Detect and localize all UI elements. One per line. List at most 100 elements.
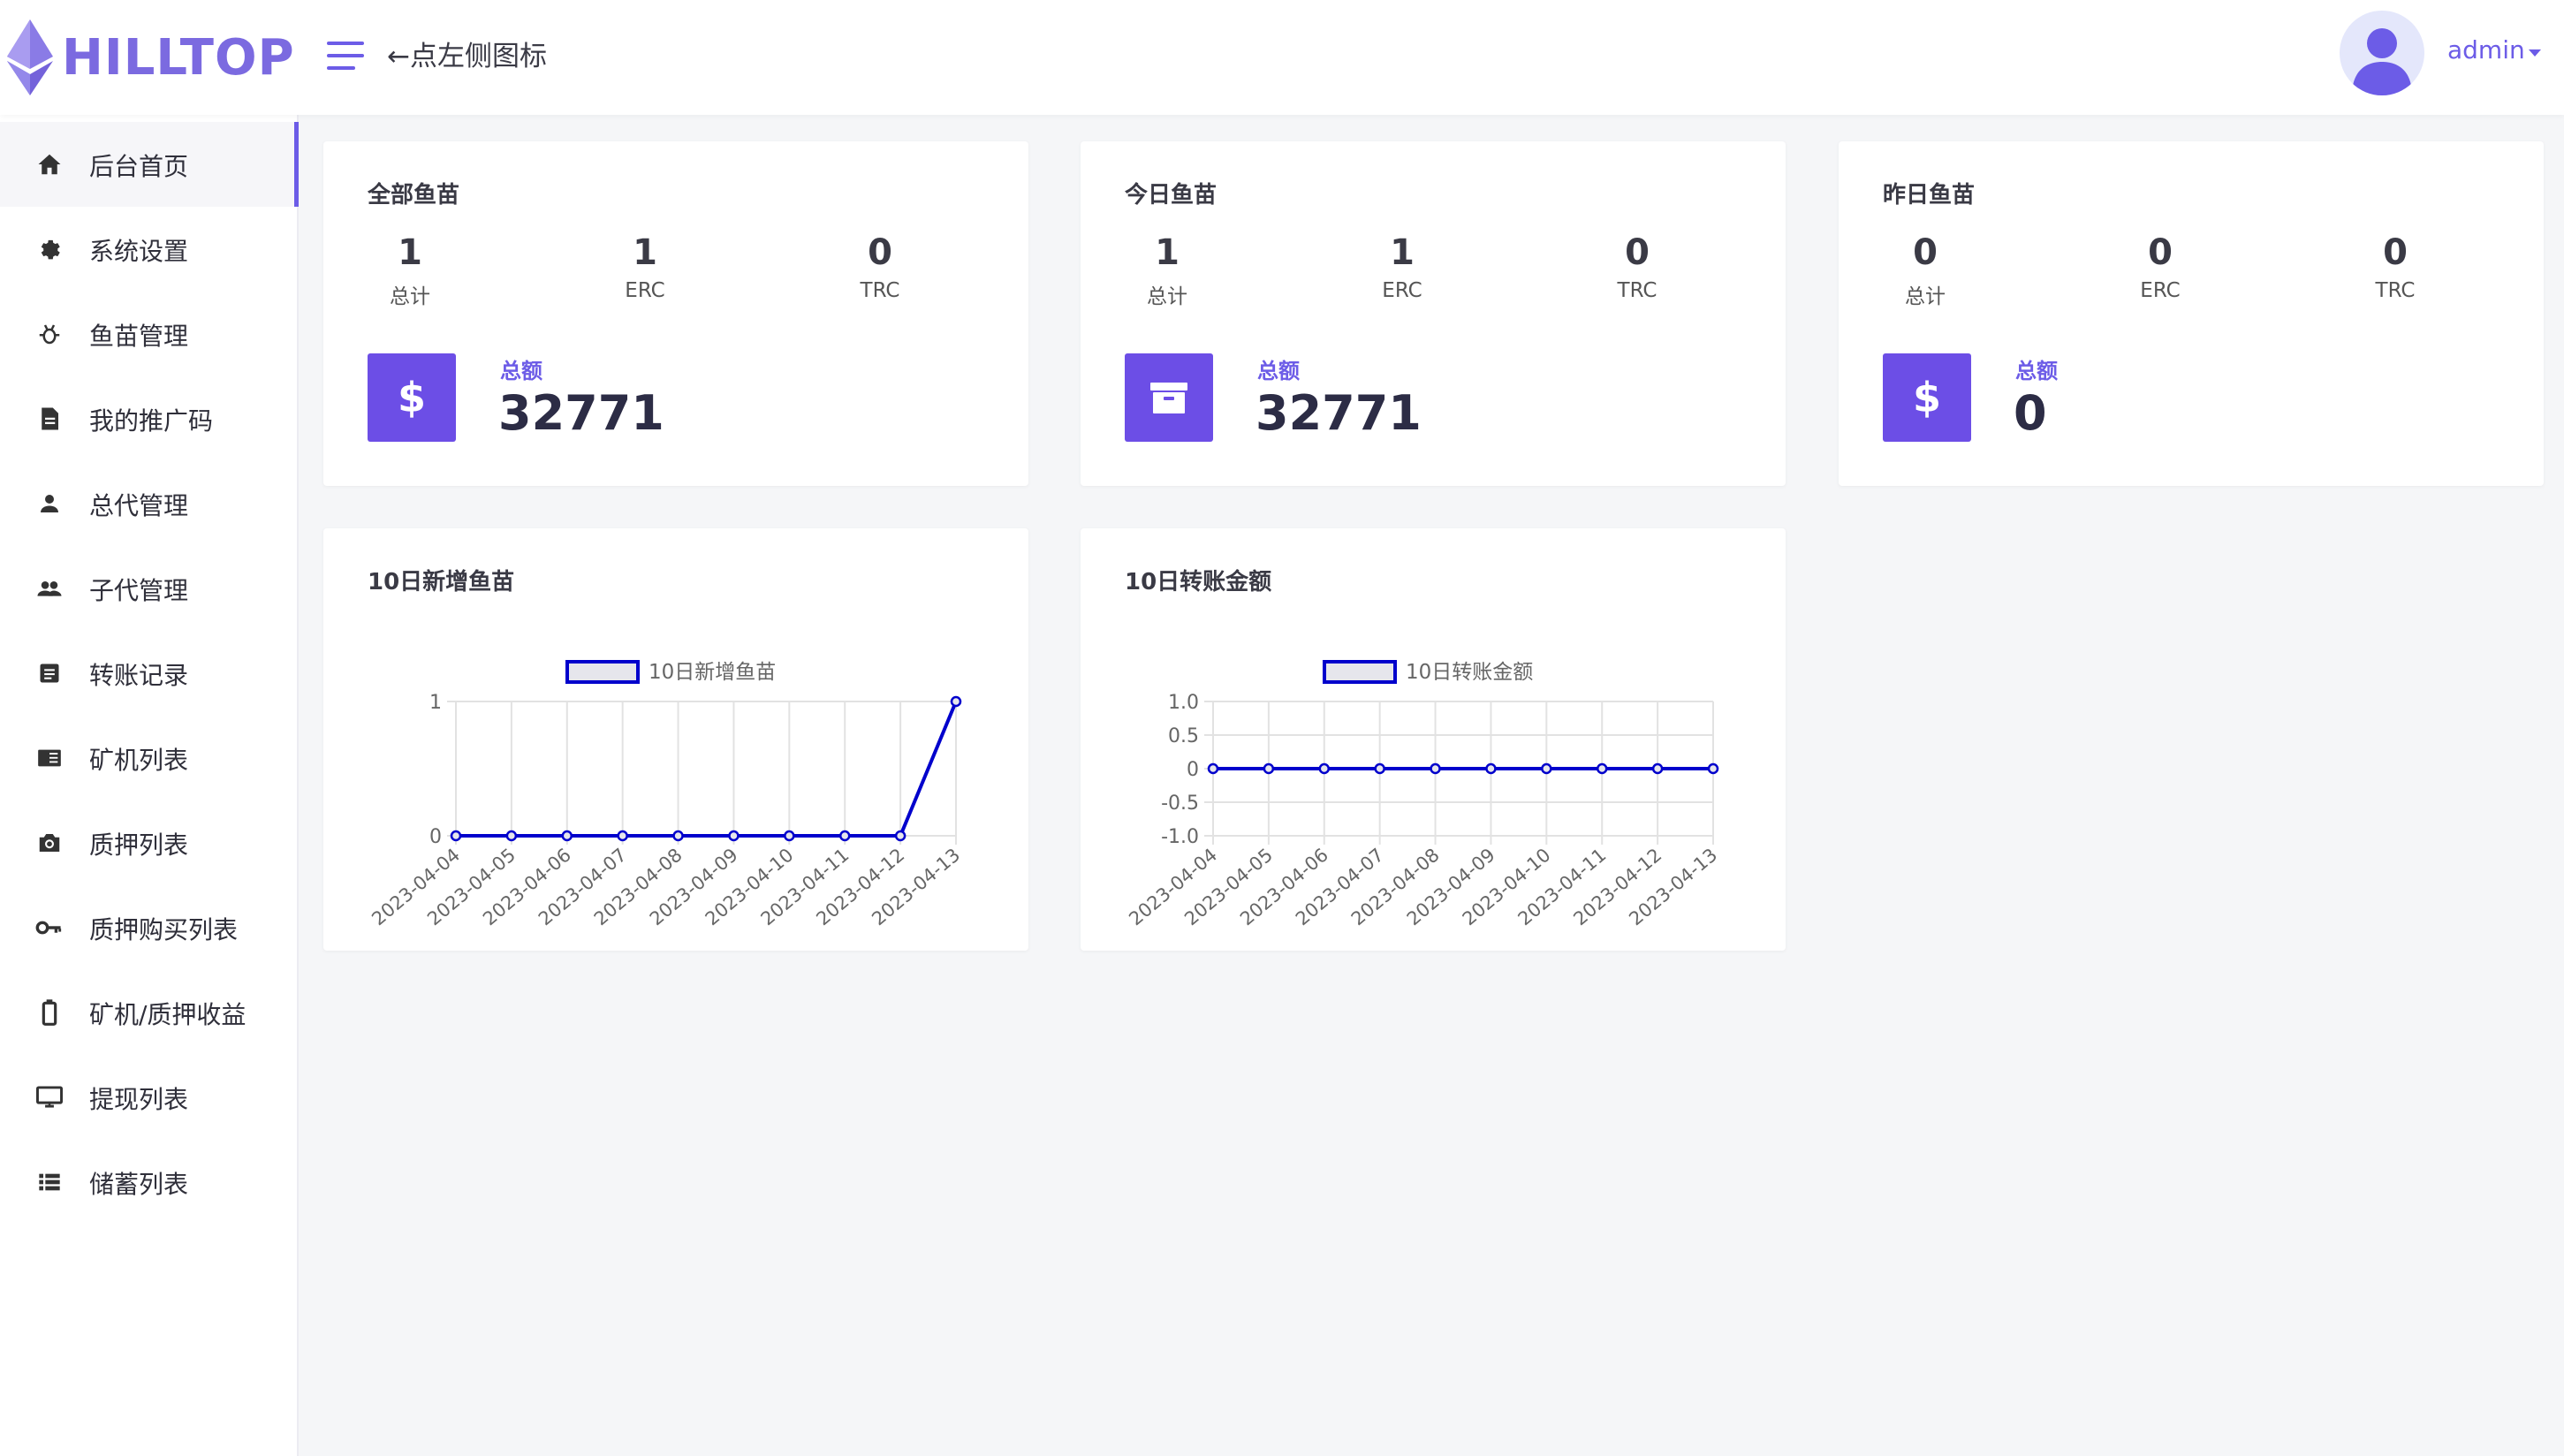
logo-text: HILLTOP	[62, 28, 295, 87]
card-title: 昨日鱼苗	[1883, 182, 1976, 209]
data-point	[1651, 762, 1664, 775]
stat-trc: 0 TRC	[792, 230, 968, 302]
sidebar-hint-text: ←点左侧图标	[387, 41, 547, 72]
sidebar-item-fish[interactable]: 鱼苗管理	[0, 292, 297, 376]
data-point	[894, 830, 907, 842]
stat-trc: 0 TRC	[2307, 230, 2484, 302]
stat-label: TRC	[2375, 279, 2416, 302]
sidebar: 后台首页 系统设置 鱼苗管理 我的推广码 总代管理 子代管理 转账记录	[0, 115, 299, 1456]
total-label: 总额	[1257, 359, 1300, 383]
home-icon	[34, 148, 65, 180]
stat-erc: 0 ERC	[2072, 230, 2249, 302]
stat-value: 0	[2148, 232, 2173, 273]
stat-total: 1 总计	[1079, 230, 1255, 309]
dollar-icon: $	[368, 353, 456, 442]
sidebar-item-pledge-purchase-list[interactable]: 质押购买列表	[0, 885, 297, 970]
y-tick-label: 1.0	[1168, 692, 1199, 714]
top-header: HILLTOP ←点左侧图标 admin	[0, 0, 2564, 115]
y-tick-label: -0.5	[1161, 792, 1199, 815]
total-value: 32771	[1255, 385, 1422, 441]
data-point	[505, 830, 518, 842]
sidebar-item-label: 总代管理	[89, 491, 189, 520]
bug-icon	[34, 318, 65, 350]
data-point	[1707, 762, 1719, 775]
stat-card-yesterday: 昨日鱼苗 0 总计 0 ERC 0 TRC $ 总额 0	[1839, 141, 2544, 486]
user-menu[interactable]: admin	[2447, 35, 2525, 64]
data-point	[672, 830, 684, 842]
sidebar-item-promo-code[interactable]: 我的推广码	[0, 376, 297, 461]
avatar[interactable]	[2340, 11, 2424, 95]
data-point	[1485, 762, 1497, 775]
stat-label: 总计	[390, 285, 430, 308]
sidebar-item-sub-agent[interactable]: 子代管理	[0, 546, 297, 631]
monitor-icon	[34, 1081, 65, 1113]
list-icon	[34, 1166, 65, 1198]
card-title: 10日转账金额	[1125, 569, 1272, 595]
data-point	[1263, 762, 1275, 775]
stat-value: 1	[1155, 232, 1180, 273]
key-icon	[34, 912, 65, 944]
sidebar-item-label: 鱼苗管理	[89, 322, 189, 351]
stat-label: ERC	[1382, 279, 1422, 302]
ethereum-logo-icon	[7, 19, 53, 95]
line-chart-transfer-amount: 10日转账金额-1.0-0.500.51.02023-04-042023-04-…	[1125, 660, 1721, 929]
book-icon	[34, 742, 65, 774]
total-label: 总额	[2015, 359, 2058, 383]
data-point	[1318, 762, 1331, 775]
sidebar-item-miner-list[interactable]: 矿机列表	[0, 716, 297, 800]
data-point	[838, 830, 851, 842]
sidebar-item-label: 矿机/质押收益	[89, 1000, 247, 1029]
stat-erc: 1 ERC	[1314, 230, 1491, 302]
data-point	[728, 830, 740, 842]
archive-icon	[1125, 353, 1213, 442]
data-point	[1541, 762, 1552, 775]
list-box-icon	[34, 657, 65, 689]
sidebar-item-transfer-records[interactable]: 转账记录	[0, 631, 297, 716]
chart-legend: 10日新增鱼苗	[565, 660, 776, 684]
stat-label: 总计	[1905, 285, 1946, 308]
battery-icon	[34, 997, 65, 1028]
sidebar-item-settings[interactable]: 系统设置	[0, 207, 297, 292]
sidebar-item-savings-list[interactable]: 储蓄列表	[0, 1140, 297, 1225]
stat-value: 0	[1913, 232, 1938, 273]
card-title: 全部鱼苗	[368, 182, 460, 209]
total-value: 0	[2014, 385, 2047, 441]
stat-value: 1	[398, 232, 422, 273]
menu-toggle-icon[interactable]	[327, 40, 364, 72]
sidebar-item-label: 转账记录	[89, 661, 189, 690]
sidebar-item-label: 子代管理	[89, 576, 189, 605]
data-point	[617, 830, 628, 842]
sidebar-item-home[interactable]: 后台首页	[0, 122, 299, 207]
person-icon	[34, 488, 65, 519]
data-point	[561, 830, 573, 842]
chevron-down-icon[interactable]	[2529, 49, 2541, 57]
legend-label: 10日新增鱼苗	[649, 661, 776, 684]
sidebar-item-label: 质押购买列表	[89, 915, 239, 944]
sidebar-item-label: 系统设置	[89, 237, 189, 266]
data-point	[1207, 762, 1219, 775]
logo[interactable]: HILLTOP	[7, 19, 295, 95]
sidebar-item-label: 后台首页	[89, 152, 189, 181]
total-label: 总额	[500, 359, 542, 383]
svg-text:$: $	[398, 374, 426, 421]
series-line	[456, 701, 958, 838]
sidebar-item-pledge-list[interactable]: 质押列表	[0, 800, 297, 885]
sidebar-item-withdraw-list[interactable]: 提现列表	[0, 1055, 297, 1140]
sidebar-item-label: 我的推广码	[89, 406, 214, 436]
stat-label: TRC	[860, 279, 900, 302]
line-chart-new-fish: 10日新增鱼苗012023-04-042023-04-052023-04-062…	[368, 660, 964, 929]
stat-total: 1 总计	[322, 230, 498, 309]
sidebar-item-general-agent[interactable]: 总代管理	[0, 461, 297, 546]
y-tick-label: -1.0	[1161, 826, 1199, 848]
stat-card-today: 今日鱼苗 1 总计 1 ERC 0 TRC 总额 32771	[1081, 141, 1786, 486]
user-avatar-icon	[2352, 28, 2412, 95]
total-value: 32771	[498, 385, 664, 441]
y-tick-label: 0	[429, 826, 442, 848]
stat-value: 1	[1390, 232, 1415, 273]
data-point	[784, 830, 795, 842]
sidebar-item-miner-pledge-earnings[interactable]: 矿机/质押收益	[0, 970, 297, 1055]
sidebar-item-label: 储蓄列表	[89, 1170, 189, 1199]
sidebar-item-label: 质押列表	[89, 830, 189, 860]
y-tick-label: 1	[429, 692, 442, 714]
stat-label: 总计	[1147, 285, 1187, 308]
